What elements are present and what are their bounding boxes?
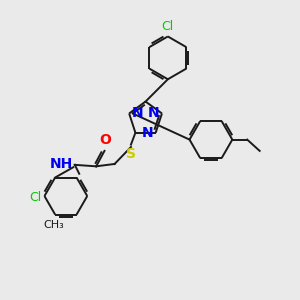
Text: Cl: Cl: [162, 20, 174, 33]
Text: S: S: [126, 147, 136, 161]
Text: O: O: [100, 133, 112, 147]
Text: Cl: Cl: [29, 191, 41, 204]
Text: N: N: [148, 106, 160, 121]
Text: CH₃: CH₃: [43, 220, 64, 230]
Text: NH: NH: [50, 157, 73, 171]
Text: N: N: [131, 106, 143, 121]
Text: N: N: [142, 126, 153, 140]
